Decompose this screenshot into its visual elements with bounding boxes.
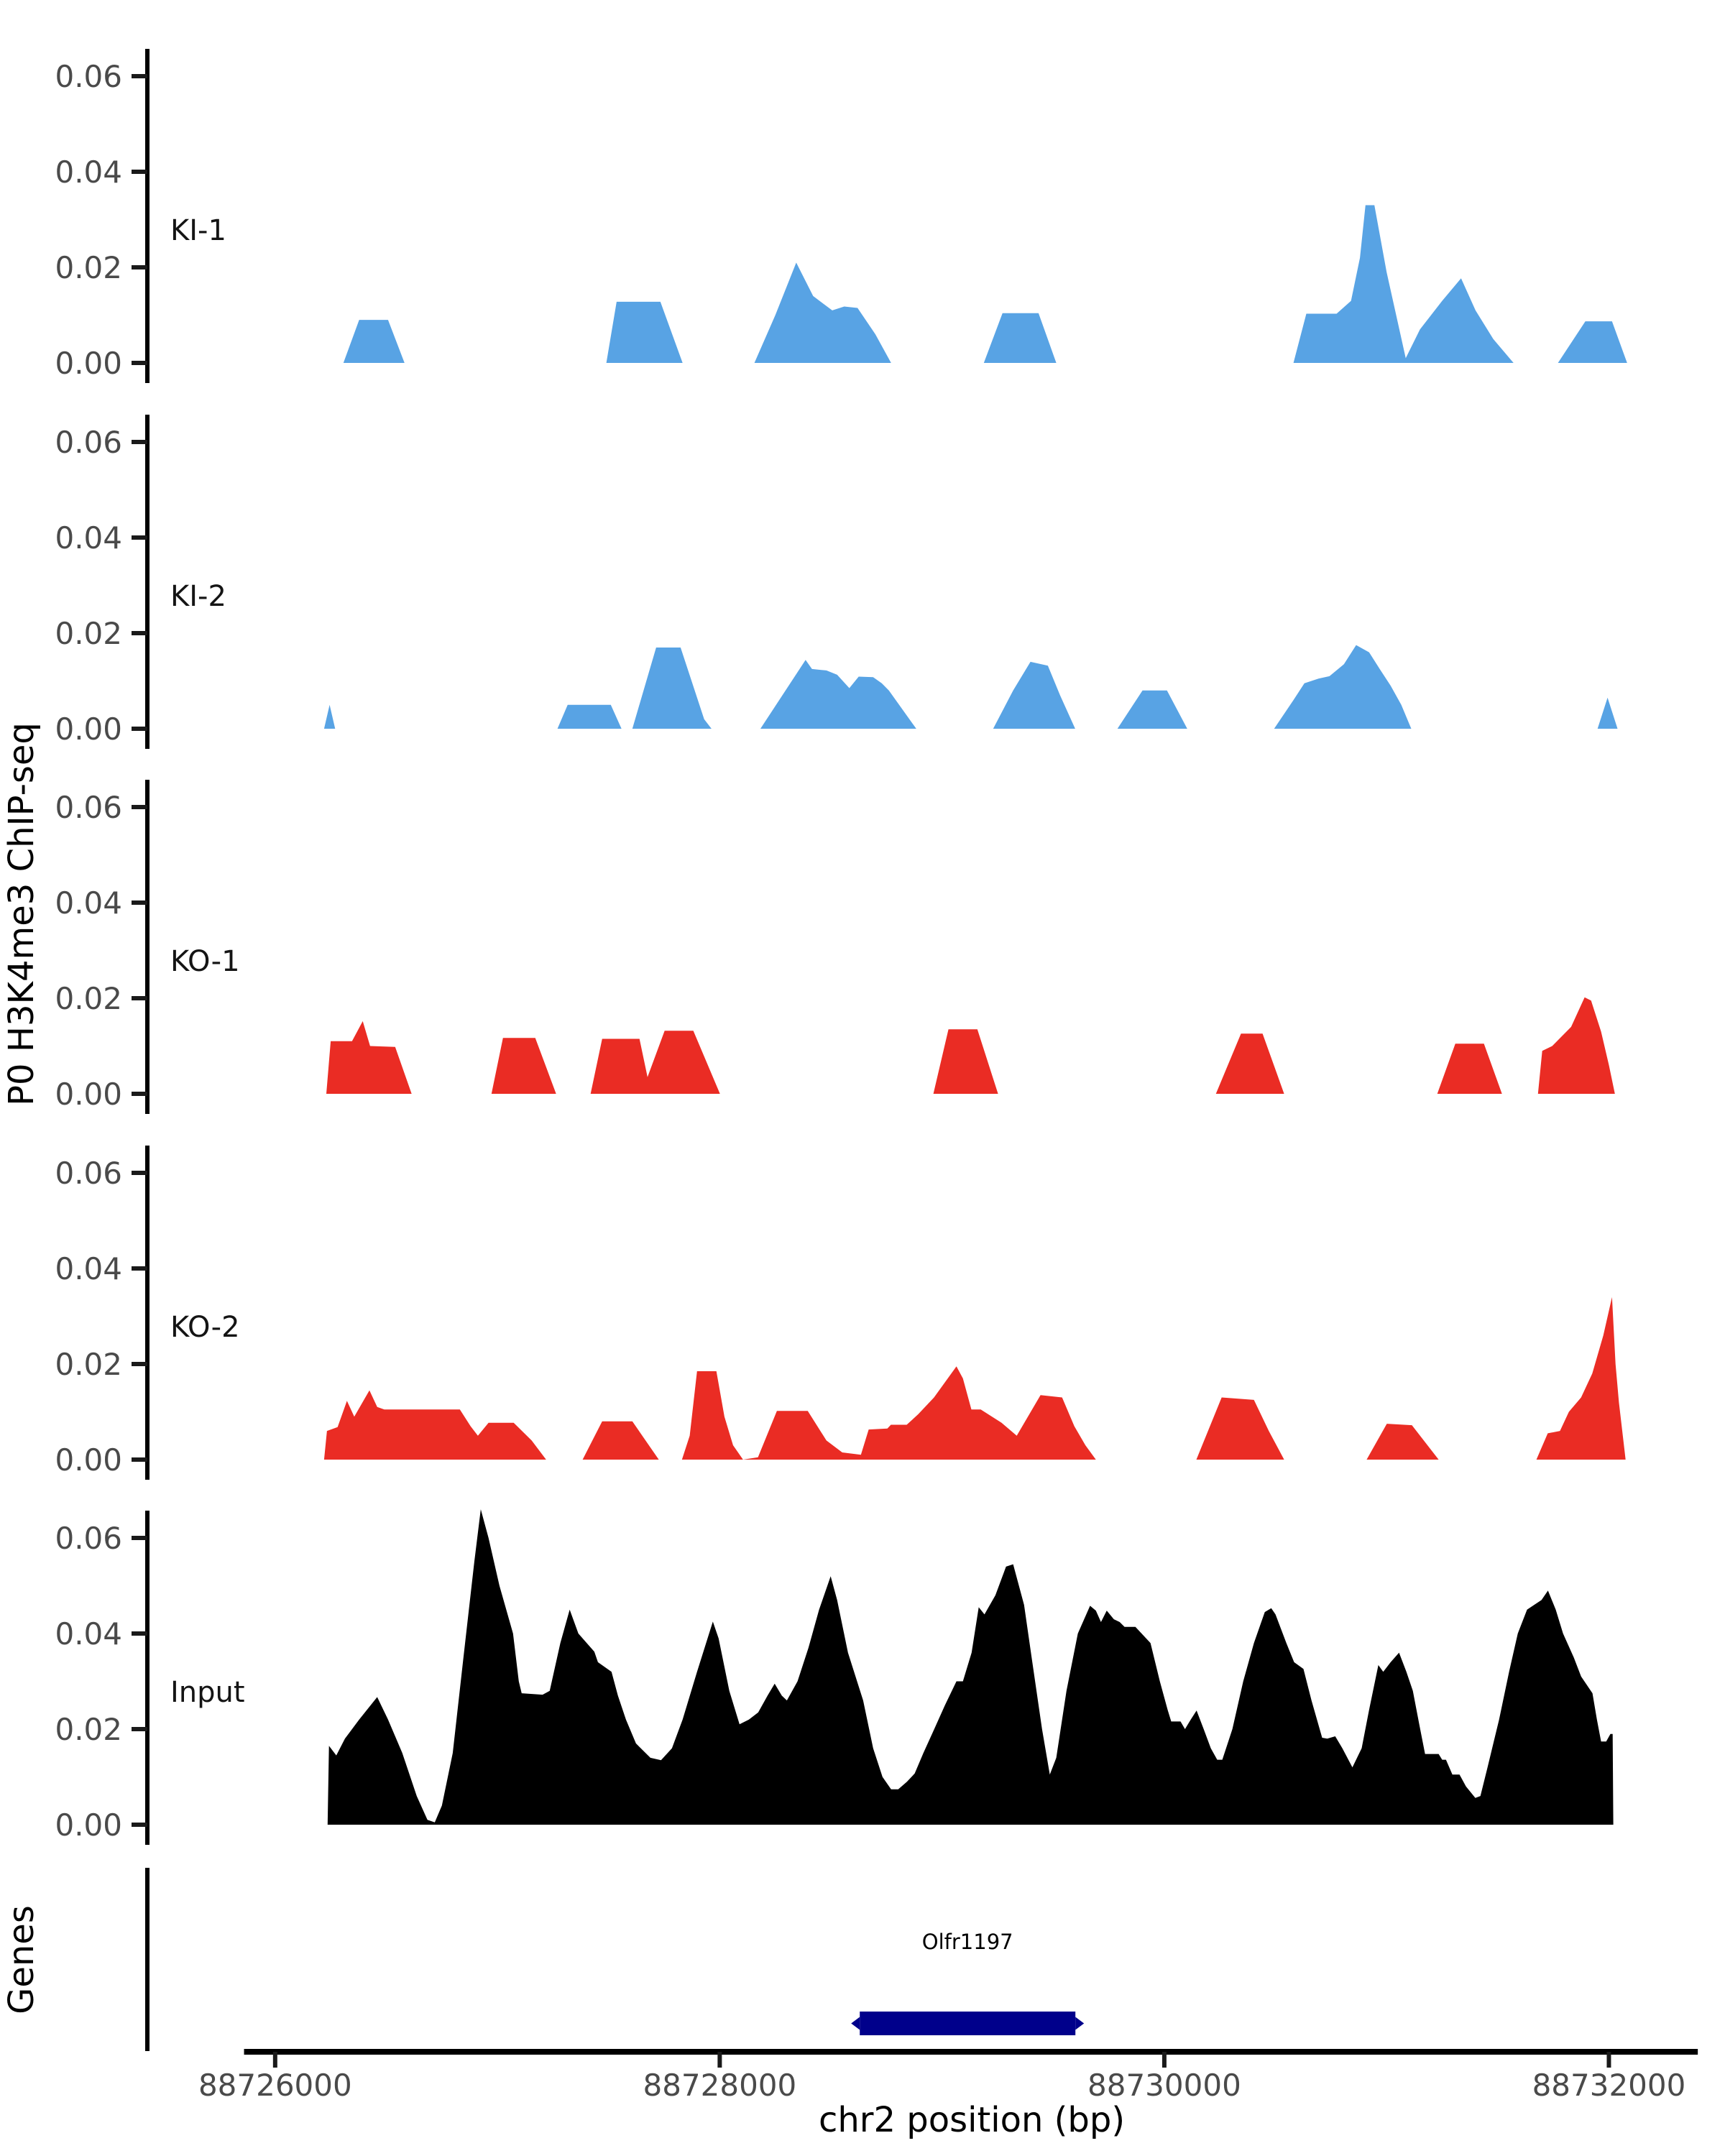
coverage-area-ki-1 xyxy=(343,205,1627,363)
coverage-panels: 0.00 0.02 0.04 0.06 KI-1 0.00 0.02 0.04 0.06 KI-2… xyxy=(55,49,1627,1845)
genes-axis-title: Genes xyxy=(1,1905,42,2014)
coverage-area-ki-2 xyxy=(323,645,1618,729)
y-tick-label: 0.00 xyxy=(55,346,122,381)
x-tick-label: 88732000 xyxy=(1532,2068,1686,2103)
y-tick-label: 0.04 xyxy=(55,1251,122,1286)
coverage-area-ko-1 xyxy=(326,997,1615,1094)
track-panel-input: 0.00 0.02 0.04 0.06 Input xyxy=(55,1509,1614,1845)
y-tick-label: 0.06 xyxy=(55,425,122,460)
y-tick-label: 0.04 xyxy=(55,885,122,921)
gene-left-arrow-icon xyxy=(851,2017,860,2030)
track-label-input: Input xyxy=(170,1676,245,1709)
x-axis: 88726000 88728000 88730000 88732000 xyxy=(198,2049,1698,2103)
y-tick-label: 0.00 xyxy=(55,1807,122,1843)
y-tick-label: 0.00 xyxy=(55,1077,122,1112)
x-tick-label: 88730000 xyxy=(1087,2068,1241,2103)
y-tick-label: 0.04 xyxy=(55,155,122,190)
y-axis-title: P0 H3K4me3 ChIP-seq xyxy=(1,722,42,1106)
y-tick-label: 0.00 xyxy=(55,1442,122,1478)
y-tick-label: 0.02 xyxy=(55,1712,122,1747)
genes-panel: Olfr1197 xyxy=(145,1868,1085,2051)
x-tick-label: 88726000 xyxy=(198,2068,352,2103)
coverage-area-ko-2 xyxy=(323,1296,1626,1460)
y-tick-label: 0.04 xyxy=(55,520,122,556)
coverage-area-input xyxy=(327,1509,1614,1825)
y-tick-label: 0.06 xyxy=(55,59,122,94)
y-tick-label: 0.04 xyxy=(55,1616,122,1651)
x-tick-label: 88728000 xyxy=(643,2068,796,2103)
gene-body xyxy=(860,2012,1076,2035)
track-label-ko-2: KO-2 xyxy=(170,1311,240,1344)
track-panel-ki-2: 0.00 0.02 0.04 0.06 KI-2 xyxy=(55,415,1618,749)
y-tick-label: 0.00 xyxy=(55,711,122,747)
track-panel-ko-1: 0.00 0.02 0.04 0.06 KO-1 xyxy=(55,780,1615,1114)
y-tick-label: 0.06 xyxy=(55,1521,122,1556)
track-label-ki-2: KI-2 xyxy=(170,580,226,613)
gene-right-arrow-icon xyxy=(1075,2017,1085,2030)
y-tick-label: 0.06 xyxy=(55,790,122,825)
y-tick-label: 0.02 xyxy=(55,616,122,651)
x-axis-title: chr2 position (bp) xyxy=(819,2100,1125,2140)
track-panel-ko-2: 0.00 0.02 0.04 0.06 KO-2 xyxy=(55,1146,1626,1480)
y-tick-label: 0.02 xyxy=(55,981,122,1016)
y-tick-label: 0.02 xyxy=(55,250,122,285)
y-tick-label: 0.02 xyxy=(55,1347,122,1382)
track-panel-ki-1: 0.00 0.02 0.04 0.06 KI-1 xyxy=(55,49,1627,383)
track-label-ko-1: KO-1 xyxy=(170,945,240,978)
gene-name-label: Olfr1197 xyxy=(922,1930,1013,1954)
track-label-ki-1: KI-1 xyxy=(170,214,226,247)
y-tick-label: 0.06 xyxy=(55,1156,122,1191)
